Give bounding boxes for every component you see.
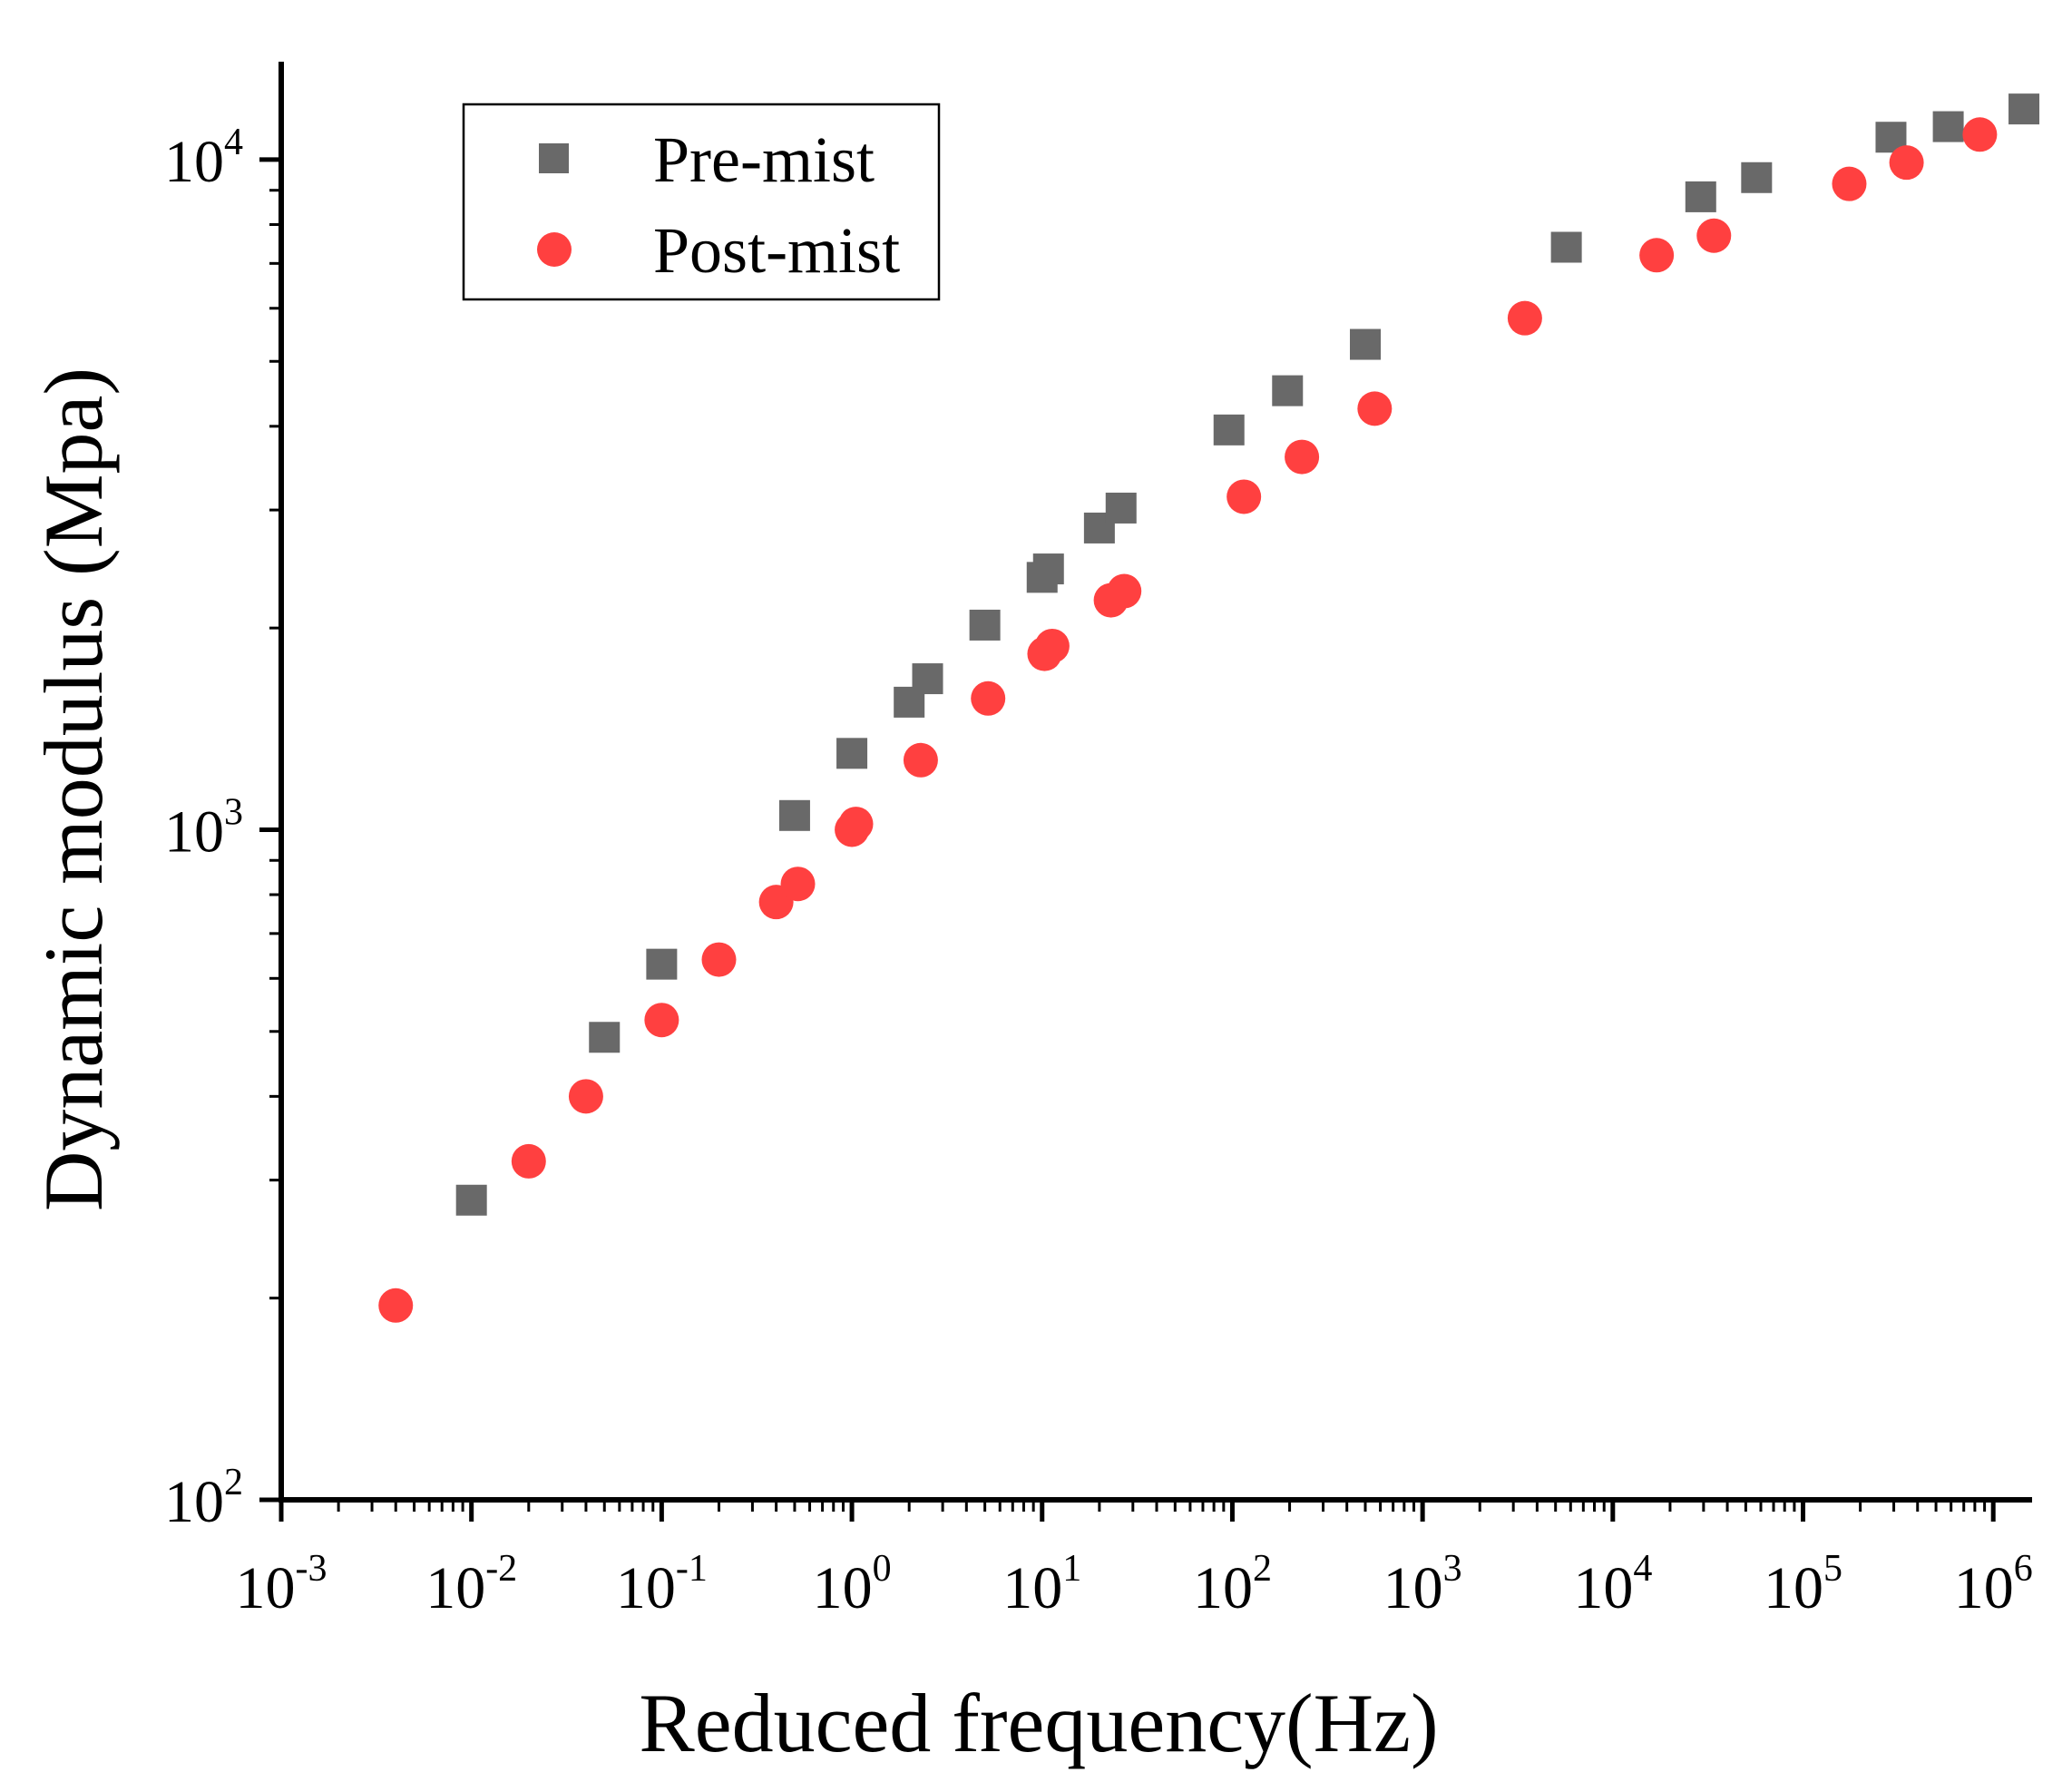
data-point-pre-mist — [455, 1184, 487, 1216]
data-point-pre-mist — [1105, 492, 1137, 524]
data-point-post-mist — [1227, 479, 1262, 514]
x-tick-label: 10-2 — [425, 1548, 517, 1621]
data-point-pre-mist — [646, 948, 678, 980]
x-tick-label-base: 10 — [236, 1555, 296, 1621]
x-tick-label-exponent: 4 — [1633, 1548, 1652, 1590]
x-tick-label-base: 10 — [616, 1555, 676, 1621]
x-tick-label-exponent: 1 — [1062, 1548, 1081, 1590]
data-point-pre-mist — [1350, 328, 1382, 360]
x-tick-label: 100 — [813, 1548, 892, 1621]
data-point-pre-mist — [836, 738, 868, 769]
x-axis-title: Reduced frequency(Hz) — [639, 1677, 1438, 1769]
legend-box — [462, 103, 941, 301]
y-tick-label-base: 10 — [164, 798, 224, 865]
x-tick-label: 103 — [1383, 1548, 1462, 1621]
x-tick-label-base: 10 — [1954, 1555, 2014, 1621]
y-tick-label-exponent: 4 — [224, 122, 243, 163]
x-tick-label-base: 10 — [1383, 1555, 1443, 1621]
legend: Pre-mist Post-mist — [462, 103, 941, 301]
data-point-post-mist — [1696, 218, 1732, 253]
legend-marker-pre-mist — [539, 143, 569, 173]
data-point-pre-mist — [2008, 93, 2040, 125]
data-point-post-mist — [1889, 145, 1924, 181]
x-tick-label-base: 10 — [1193, 1555, 1253, 1621]
data-point-pre-mist — [778, 799, 810, 831]
data-point-pre-mist — [589, 1022, 621, 1053]
x-tick-label: 102 — [1193, 1548, 1272, 1621]
data-point-pre-mist — [969, 609, 1001, 641]
data-point-post-mist — [1357, 391, 1393, 426]
data-point-pre-mist — [1272, 375, 1304, 406]
y-tick-label-exponent: 3 — [224, 791, 243, 833]
x-tick-label: 10-3 — [236, 1548, 327, 1621]
x-tick-label-exponent: 6 — [2014, 1548, 2033, 1590]
data-point-post-mist — [511, 1143, 546, 1179]
data-point-post-mist — [1507, 300, 1542, 336]
x-tick-label: 105 — [1764, 1548, 1842, 1621]
legend-label-post-mist: Post-mist — [653, 214, 900, 287]
data-point-pre-mist — [1550, 231, 1582, 263]
data-point-pre-mist — [1032, 553, 1064, 585]
y-tick-label: 102 — [164, 1462, 243, 1535]
x-tick-label-base: 10 — [1002, 1555, 1062, 1621]
data-point-post-mist — [1832, 166, 1867, 201]
x-tick-labels: 10-3 10-2 10-1 100 101 102 103 104 105 106 — [236, 1548, 2033, 1621]
y-tick-label-base: 10 — [164, 129, 224, 195]
data-point-post-mist — [1639, 238, 1675, 273]
data-point-post-mist — [701, 942, 737, 977]
x-tick-label-base: 10 — [425, 1555, 485, 1621]
legend-marker-post-mist — [537, 232, 572, 267]
x-tick-label: 101 — [1002, 1548, 1081, 1621]
x-tick-label-exponent: -2 — [485, 1548, 517, 1590]
x-tick-label: 10-1 — [616, 1548, 708, 1621]
data-point-pre-mist — [912, 663, 943, 695]
data-point-post-mist — [1034, 628, 1070, 663]
x-tick-label-exponent: 3 — [1443, 1548, 1462, 1590]
data-point-post-mist — [1107, 573, 1142, 609]
data-point-post-mist — [838, 807, 874, 842]
x-tick-label-exponent: -3 — [296, 1548, 327, 1590]
x-tick-label-exponent: 0 — [873, 1548, 892, 1590]
data-point-post-mist — [780, 867, 816, 902]
data-point-post-mist — [903, 742, 938, 778]
data-point-post-mist — [1962, 117, 1998, 152]
data-point-post-mist — [378, 1288, 414, 1323]
data-point-post-mist — [1285, 439, 1320, 475]
data-point-post-mist — [644, 1003, 679, 1038]
legend-label-pre-mist: Pre-mist — [653, 123, 875, 196]
y-axis-title: Dynamic modulus (Mpa) — [27, 367, 120, 1211]
x-tick-label-base: 10 — [1764, 1555, 1823, 1621]
x-tick-label-base: 10 — [813, 1555, 873, 1621]
y-tick-label: 103 — [164, 791, 243, 865]
data-point-post-mist — [971, 680, 1006, 716]
data-point-post-mist — [568, 1079, 603, 1114]
y-tick-label-base: 10 — [164, 1469, 224, 1535]
data-point-pre-mist — [1932, 111, 1964, 142]
data-point-pre-mist — [1685, 181, 1716, 212]
data-point-pre-mist — [1741, 162, 1773, 193]
x-tick-label-exponent: -1 — [676, 1548, 708, 1590]
minor-ticks — [269, 189, 1987, 1512]
major-ticks — [259, 157, 1996, 1522]
data-point-pre-mist — [1213, 414, 1245, 446]
x-tick-label: 106 — [1954, 1548, 2033, 1621]
x-tick-label-base: 10 — [1573, 1555, 1633, 1621]
data-points — [378, 93, 2040, 1323]
y-tick-label-exponent: 2 — [224, 1462, 243, 1503]
x-tick-label-exponent: 2 — [1253, 1548, 1272, 1590]
x-tick-label: 104 — [1573, 1548, 1652, 1621]
x-tick-label-exponent: 5 — [1823, 1548, 1842, 1590]
y-tick-label: 104 — [164, 122, 243, 195]
